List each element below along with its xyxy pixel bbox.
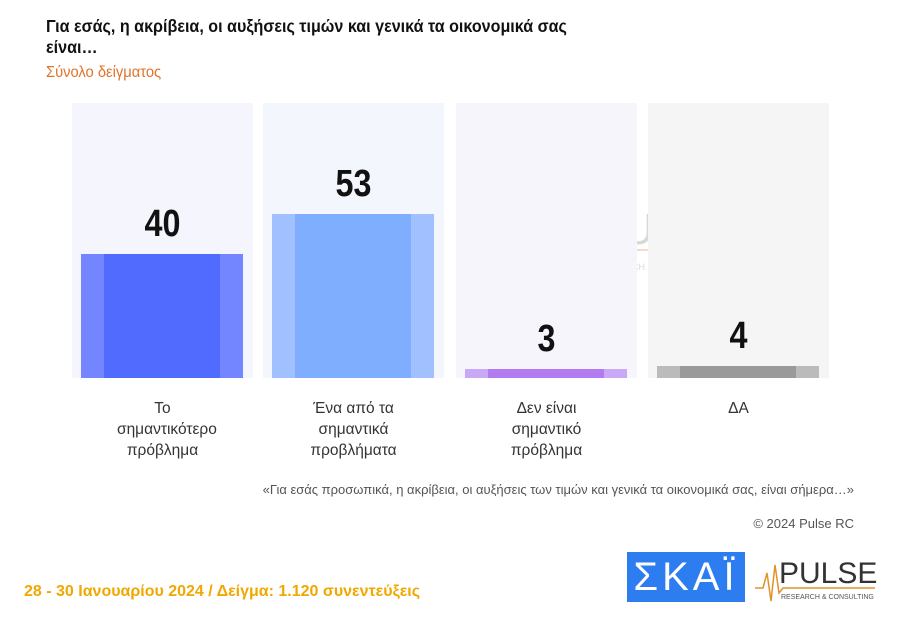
bar <box>272 213 434 378</box>
column-bg: 4 <box>648 103 829 378</box>
column-bg: 53 <box>263 103 444 378</box>
bar <box>465 368 627 378</box>
chart-subtitle: Σύνολο δείγματος <box>46 64 162 81</box>
category-label: Το σημαντικότερο πρόβλημα <box>117 400 217 459</box>
bar <box>657 365 819 378</box>
data-label: 4 <box>729 314 748 357</box>
category-label: ΔΑ <box>728 400 749 417</box>
question-quote: «Για εσάς προσωπικά, η ακρίβεια, οι αυξή… <box>262 482 854 497</box>
data-label: 40 <box>144 203 181 245</box>
bar-core <box>295 213 411 378</box>
pulse-logo: PULSE RESEARCH & CONSULTING <box>755 557 877 602</box>
bar-core <box>104 254 220 378</box>
chart-title: Για εσάς, η ακρίβεια, οι αυξήσεις τιμών … <box>46 16 567 57</box>
skai-logo: ΣΚΑΪ <box>627 552 745 602</box>
category-label: Δεν είναι σημαντικό πρόβλημα <box>510 400 583 459</box>
bar <box>81 254 243 378</box>
fieldwork-info: 28 - 30 Ιανουαρίου 2024 / Δείγμα: 1.120 … <box>24 583 421 600</box>
column-bg: 40 <box>72 103 253 378</box>
column-bg: 3 <box>456 103 637 378</box>
svg-text:RESEARCH & CONSULTING: RESEARCH & CONSULTING <box>781 594 874 601</box>
svg-text:PULSE: PULSE <box>779 557 877 590</box>
category-label: Ένα από τα σημαντικά προβλήματα <box>310 400 397 459</box>
data-label: 53 <box>335 162 372 205</box>
bar-core <box>680 365 796 378</box>
data-label: 3 <box>537 317 556 360</box>
bar-core <box>488 368 604 378</box>
copyright: © 2024 Pulse RC <box>753 516 854 531</box>
